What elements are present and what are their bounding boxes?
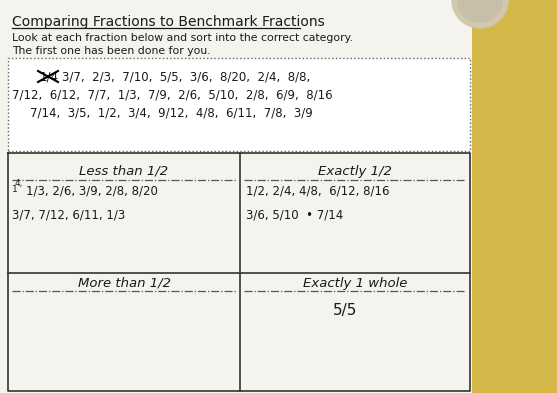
- Text: Exactly 1 whole: Exactly 1 whole: [303, 277, 407, 290]
- Text: 3/7, 7/12, 6/11, 1/3: 3/7, 7/12, 6/11, 1/3: [12, 208, 125, 221]
- FancyBboxPatch shape: [8, 58, 470, 151]
- Circle shape: [458, 0, 502, 22]
- Text: 1/4: 1/4: [40, 70, 59, 83]
- Text: More than 1/2: More than 1/2: [77, 277, 170, 290]
- Text: Exactly 1/2: Exactly 1/2: [318, 165, 392, 178]
- Text: 3/7,  2/3,  7/10,  5/5,  3/6,  8/20,  2/4,  8/8,: 3/7, 2/3, 7/10, 5/5, 3/6, 8/20, 2/4, 8/8…: [62, 70, 310, 83]
- Text: Less than 1/2: Less than 1/2: [80, 165, 169, 178]
- Text: 3/6, 5/10  • 7/14: 3/6, 5/10 • 7/14: [246, 208, 343, 221]
- Text: Look at each fraction below and sort into the correct category.: Look at each fraction below and sort int…: [12, 33, 353, 43]
- Text: 7/14,  3/5,  1/2,  3/4,  9/12,  4/8,  6/11,  7/8,  3/9: 7/14, 3/5, 1/2, 3/4, 9/12, 4/8, 6/11, 7/…: [30, 106, 312, 119]
- FancyBboxPatch shape: [472, 0, 557, 393]
- Text: 5/5: 5/5: [333, 303, 357, 318]
- FancyBboxPatch shape: [0, 0, 490, 393]
- Text: Comparing Fractions to Benchmark Fractions: Comparing Fractions to Benchmark Fractio…: [12, 15, 325, 29]
- Text: 1: 1: [12, 185, 18, 194]
- Text: 7/12,  6/12,  7/7,  1/3,  7/9,  2/6,  5/10,  2/8,  6/9,  8/16: 7/12, 6/12, 7/7, 1/3, 7/9, 2/6, 5/10, 2/…: [12, 88, 333, 101]
- Text: The first one has been done for you.: The first one has been done for you.: [12, 46, 211, 56]
- Text: 1/2, 2/4, 4/8,  6/12, 8/16: 1/2, 2/4, 4/8, 6/12, 8/16: [246, 185, 389, 198]
- Circle shape: [452, 0, 508, 28]
- Text: 4,: 4,: [15, 179, 23, 188]
- Text: 1/3, 2/6, 3/9, 2/8, 8/20: 1/3, 2/6, 3/9, 2/8, 8/20: [26, 185, 158, 198]
